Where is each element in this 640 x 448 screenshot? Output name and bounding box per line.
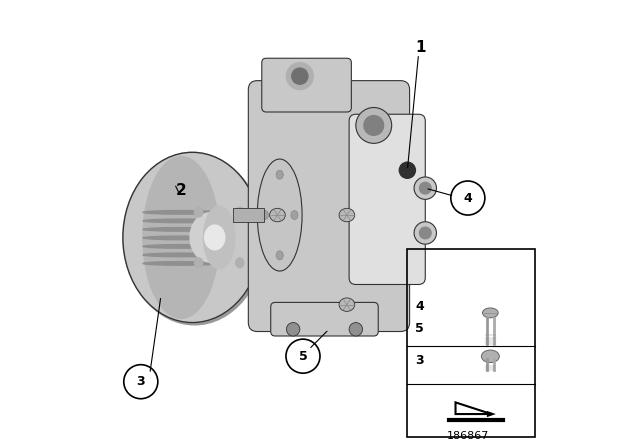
Ellipse shape <box>123 152 262 323</box>
Ellipse shape <box>291 211 298 220</box>
Text: 5: 5 <box>299 349 307 363</box>
Circle shape <box>414 222 436 244</box>
Ellipse shape <box>143 262 220 265</box>
Ellipse shape <box>261 211 269 220</box>
Circle shape <box>356 108 392 143</box>
Circle shape <box>292 68 308 84</box>
Text: 2: 2 <box>176 183 186 198</box>
Text: 4: 4 <box>463 191 472 205</box>
Ellipse shape <box>236 207 244 217</box>
Circle shape <box>349 323 362 336</box>
Text: 3: 3 <box>136 375 145 388</box>
Ellipse shape <box>276 170 284 179</box>
Circle shape <box>287 323 300 336</box>
FancyBboxPatch shape <box>262 58 351 112</box>
Text: 5: 5 <box>415 322 424 335</box>
Ellipse shape <box>276 251 284 260</box>
Ellipse shape <box>205 225 225 250</box>
Ellipse shape <box>257 159 302 271</box>
Ellipse shape <box>143 157 220 318</box>
Polygon shape <box>487 411 496 417</box>
Bar <box>233 208 264 222</box>
Ellipse shape <box>143 245 220 248</box>
Ellipse shape <box>339 208 355 222</box>
Text: 1: 1 <box>415 39 426 55</box>
FancyBboxPatch shape <box>271 302 378 336</box>
Text: 186867: 186867 <box>447 431 489 441</box>
Ellipse shape <box>195 258 203 268</box>
Ellipse shape <box>190 213 230 262</box>
Text: 4: 4 <box>415 300 424 313</box>
Ellipse shape <box>339 298 355 311</box>
Ellipse shape <box>483 308 498 318</box>
Text: 3: 3 <box>415 354 424 367</box>
Ellipse shape <box>236 258 244 268</box>
FancyBboxPatch shape <box>349 114 425 284</box>
Circle shape <box>419 182 431 194</box>
Circle shape <box>419 227 431 239</box>
Ellipse shape <box>143 236 220 240</box>
Ellipse shape <box>269 208 285 222</box>
Ellipse shape <box>204 206 235 269</box>
FancyBboxPatch shape <box>248 81 410 332</box>
Ellipse shape <box>481 350 499 362</box>
Ellipse shape <box>125 155 264 325</box>
Ellipse shape <box>195 207 203 217</box>
Bar <box>407 249 535 437</box>
Ellipse shape <box>143 219 220 223</box>
Circle shape <box>364 116 383 135</box>
Circle shape <box>287 63 314 90</box>
Circle shape <box>414 177 436 199</box>
Ellipse shape <box>143 253 220 257</box>
Circle shape <box>399 162 415 178</box>
Ellipse shape <box>143 228 220 231</box>
Ellipse shape <box>143 211 220 214</box>
